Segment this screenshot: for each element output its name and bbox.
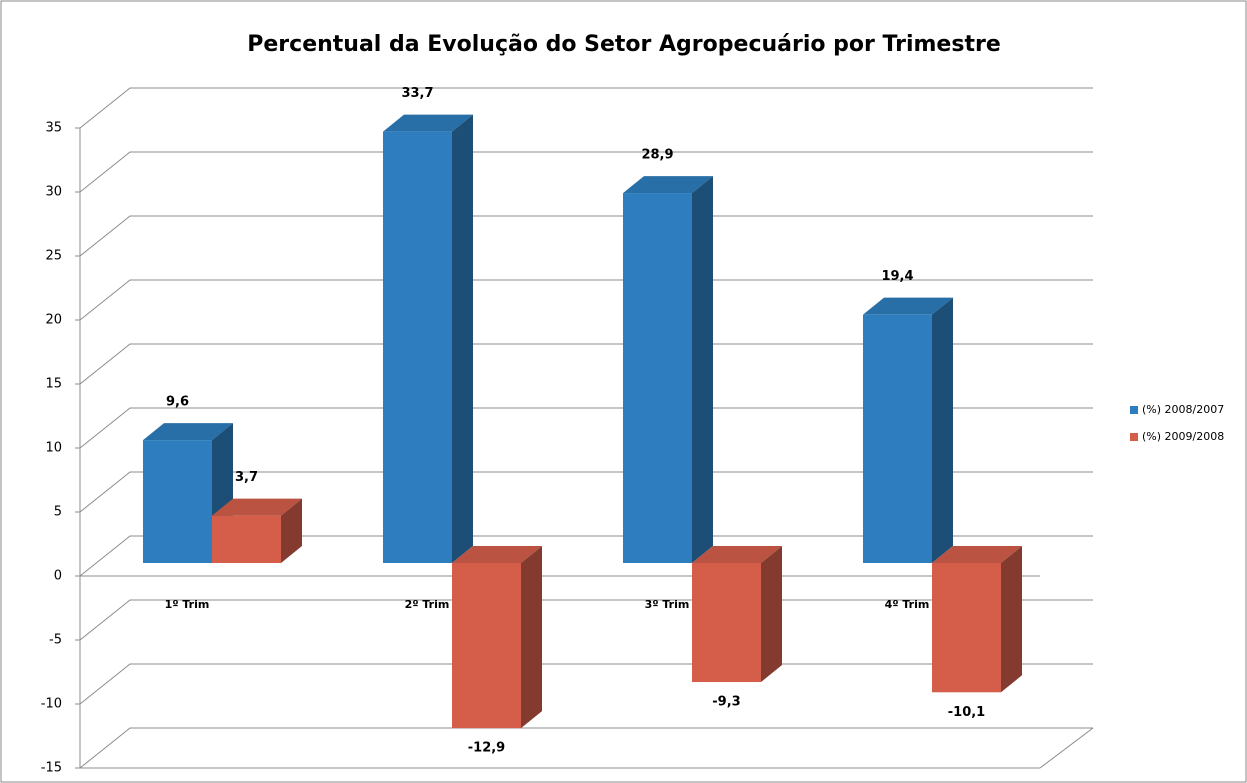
value-label: 28,9 bbox=[641, 148, 673, 163]
grid-line bbox=[79, 151, 1093, 193]
bar bbox=[863, 314, 932, 563]
bar-side bbox=[932, 297, 953, 563]
bar bbox=[383, 131, 452, 563]
value-label: -10,1 bbox=[948, 705, 985, 720]
grid-line bbox=[79, 279, 1093, 321]
bar-side bbox=[761, 546, 782, 683]
bar-top bbox=[143, 423, 233, 441]
grid-line bbox=[79, 215, 1093, 257]
bar-top bbox=[623, 176, 713, 194]
legend-label: (%) 2008/2007 bbox=[1142, 403, 1224, 416]
bar-top bbox=[452, 546, 542, 563]
value-label: -9,3 bbox=[712, 695, 740, 710]
y-tick-label: 20 bbox=[45, 313, 62, 328]
grid-line bbox=[79, 535, 1093, 577]
bar bbox=[692, 563, 761, 683]
y-tick-label: 25 bbox=[45, 249, 62, 264]
value-label: 3,7 bbox=[235, 470, 258, 485]
value-label: 9,6 bbox=[166, 395, 189, 410]
y-tick-label: 10 bbox=[45, 441, 62, 456]
x-tick-label: 1º Trim bbox=[165, 598, 210, 611]
bar-side bbox=[281, 498, 302, 563]
grid-line bbox=[79, 471, 1093, 513]
bar bbox=[623, 193, 692, 563]
chart-title: Percentual da Evolução do Setor Agropecu… bbox=[247, 32, 1000, 57]
y-tick-label: -15 bbox=[41, 761, 62, 776]
bar-top bbox=[212, 498, 302, 516]
grid-line bbox=[79, 343, 1093, 385]
bar-top bbox=[932, 546, 1022, 563]
y-tick-label: 35 bbox=[45, 121, 62, 136]
bar-top bbox=[383, 114, 473, 132]
y-tick-label: -10 bbox=[41, 697, 62, 712]
bar bbox=[143, 440, 212, 563]
y-tick-label: 30 bbox=[45, 185, 62, 200]
grid-line bbox=[79, 407, 1093, 449]
bar-side bbox=[521, 546, 542, 729]
x-tick-label: 4º Trim bbox=[885, 598, 930, 611]
bar bbox=[452, 563, 521, 729]
legend-swatch bbox=[1130, 433, 1138, 441]
y-tick-label: -5 bbox=[49, 633, 62, 648]
bar-top bbox=[692, 546, 782, 563]
bar bbox=[932, 563, 1001, 693]
grid-line bbox=[79, 727, 1093, 769]
y-tick-label: 0 bbox=[54, 569, 62, 584]
bar bbox=[212, 515, 281, 563]
value-label: 19,4 bbox=[881, 269, 913, 284]
legend-swatch bbox=[1130, 406, 1138, 414]
value-label: -12,9 bbox=[468, 741, 505, 756]
bar-side bbox=[1001, 546, 1022, 693]
grid-line bbox=[79, 87, 1093, 129]
bar-top bbox=[863, 297, 953, 315]
floor-edge bbox=[1039, 727, 1094, 769]
bar-side bbox=[452, 114, 473, 563]
value-label: 33,7 bbox=[401, 86, 433, 101]
y-tick-label: 5 bbox=[54, 505, 62, 520]
legend-label: (%) 2009/2008 bbox=[1142, 430, 1224, 443]
x-tick-label: 2º Trim bbox=[405, 598, 450, 611]
y-tick-label: 15 bbox=[45, 377, 62, 392]
x-tick-label: 3º Trim bbox=[645, 598, 690, 611]
bar-side bbox=[692, 176, 713, 563]
